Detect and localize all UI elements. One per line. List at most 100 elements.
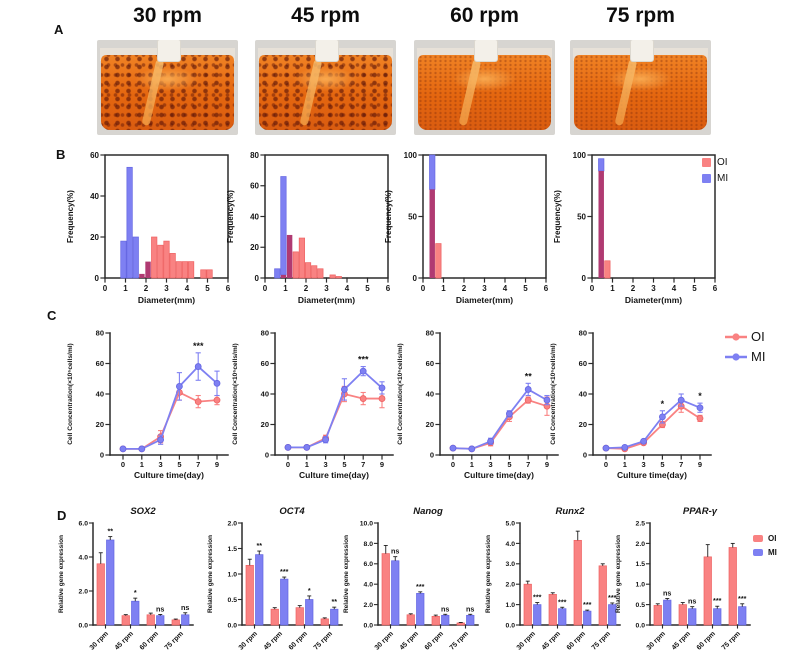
photo-title-30rpm: 30 rpm — [133, 4, 202, 27]
svg-text:2.0: 2.0 — [79, 588, 89, 595]
svg-text:0: 0 — [255, 274, 260, 283]
svg-text:2: 2 — [631, 284, 636, 293]
flask-impeller — [609, 66, 672, 92]
svg-text:60: 60 — [96, 359, 104, 368]
svg-text:0.0: 0.0 — [79, 622, 89, 629]
svg-text:Frequency(%): Frequency(%) — [553, 190, 562, 243]
oi-swatch-icon — [753, 535, 763, 542]
svg-text:Diameter(mm): Diameter(mm) — [456, 295, 513, 305]
svg-text:60 rpm: 60 rpm — [424, 630, 445, 651]
flask-impeller — [294, 66, 357, 92]
svg-text:10.0: 10.0 — [360, 520, 373, 527]
svg-text:5: 5 — [205, 284, 210, 293]
svg-text:3.0: 3.0 — [506, 561, 516, 568]
svg-text:0: 0 — [103, 284, 108, 293]
flask-cap — [157, 40, 181, 61]
svg-text:30 rpm: 30 rpm — [374, 630, 395, 651]
svg-text:40: 40 — [261, 390, 269, 399]
histogram-75rpm: 0 50 100 0 1 2 3 4 5 6 Frequency(%) Diameter(mm) — [553, 151, 718, 305]
svg-text:1.0: 1.0 — [506, 602, 516, 609]
svg-text:0: 0 — [582, 274, 587, 283]
svg-text:20: 20 — [90, 233, 99, 242]
svg-text:PPAR-γ: PPAR-γ — [683, 506, 718, 517]
svg-text:***: *** — [713, 596, 722, 605]
svg-text:2: 2 — [462, 284, 467, 293]
svg-text:**: ** — [525, 371, 533, 381]
svg-text:ns: ns — [663, 588, 671, 597]
svg-text:SOX2: SOX2 — [130, 506, 156, 517]
gene-chart-pparg: PPAR-γ 0.0 0.5 1.0 1.5 2.0 2.5 Relative gene ex… — [615, 506, 751, 652]
mi-line-marker-icon — [725, 352, 747, 361]
svg-text:40: 40 — [426, 390, 434, 399]
svg-text:45 rpm: 45 rpm — [541, 630, 562, 651]
flask-cap — [315, 40, 339, 61]
svg-text:*: * — [308, 586, 311, 595]
svg-text:1.5: 1.5 — [636, 561, 646, 568]
svg-text:Frequency(%): Frequency(%) — [66, 190, 75, 243]
gene-chart-nanog: Nanog 0.0 2.0 4.0 6.0 8.0 10.0 Relative gene ex… — [343, 506, 479, 652]
flask-photo-45rpm — [255, 40, 396, 135]
svg-text:***: *** — [583, 600, 592, 609]
svg-text:Relative gene expression: Relative gene expression — [343, 535, 350, 613]
svg-text:30 rpm: 30 rpm — [89, 630, 110, 651]
svg-text:7: 7 — [361, 460, 365, 469]
panel-a-label: A — [54, 22, 64, 37]
svg-text:***: *** — [358, 355, 369, 365]
svg-text:2.0: 2.0 — [506, 582, 516, 589]
svg-text:0: 0 — [421, 284, 426, 293]
svg-text:***: *** — [608, 593, 617, 602]
svg-text:*: * — [661, 399, 665, 409]
svg-text:***: *** — [280, 567, 289, 576]
svg-text:Culture time(day): Culture time(day) — [617, 470, 687, 480]
svg-text:20: 20 — [579, 420, 587, 429]
svg-text:20: 20 — [426, 420, 434, 429]
svg-text:1.0: 1.0 — [636, 582, 646, 589]
flask-impeller — [453, 66, 516, 92]
svg-text:**: ** — [256, 541, 262, 550]
svg-text:0: 0 — [604, 460, 608, 469]
svg-text:80: 80 — [261, 329, 269, 338]
svg-text:40: 40 — [579, 390, 587, 399]
svg-text:3: 3 — [651, 284, 656, 293]
mi-swatch-icon — [753, 549, 763, 556]
svg-text:5.0: 5.0 — [506, 520, 516, 527]
svg-text:ns: ns — [181, 603, 189, 612]
svg-text:75 rpm: 75 rpm — [313, 630, 334, 651]
svg-text:ns: ns — [156, 604, 164, 613]
svg-text:0: 0 — [265, 451, 269, 460]
svg-text:75 rpm: 75 rpm — [164, 630, 185, 651]
svg-text:*: * — [698, 391, 702, 401]
svg-text:100: 100 — [404, 151, 418, 160]
svg-text:1.0: 1.0 — [228, 571, 238, 578]
svg-text:4.0: 4.0 — [364, 582, 374, 589]
svg-text:Culture time(day): Culture time(day) — [299, 470, 369, 480]
svg-text:4.0: 4.0 — [79, 554, 89, 561]
svg-text:0: 0 — [95, 274, 100, 283]
flask-cap — [474, 40, 498, 61]
svg-text:2.5: 2.5 — [636, 520, 646, 527]
svg-text:30 rpm: 30 rpm — [516, 630, 537, 651]
oi-line-marker-icon — [725, 332, 747, 341]
svg-text:0.5: 0.5 — [636, 602, 646, 609]
svg-text:**: ** — [331, 597, 337, 606]
svg-text:60 rpm: 60 rpm — [696, 630, 717, 651]
legend-b-mi-label: MI — [717, 173, 729, 184]
legend-d-mi: MI — [753, 548, 777, 557]
svg-text:2.0: 2.0 — [228, 520, 238, 527]
svg-text:0: 0 — [590, 284, 595, 293]
svg-text:Diameter(mm): Diameter(mm) — [298, 295, 355, 305]
svg-text:Relative gene expression: Relative gene expression — [207, 535, 214, 613]
svg-text:3: 3 — [482, 284, 487, 293]
svg-text:60: 60 — [90, 151, 99, 160]
svg-text:3: 3 — [164, 284, 169, 293]
svg-text:9: 9 — [215, 460, 219, 469]
legend-d-mi-label: MI — [768, 548, 777, 557]
svg-text:60: 60 — [250, 182, 259, 191]
svg-text:1: 1 — [623, 460, 627, 469]
svg-text:6.0: 6.0 — [364, 561, 374, 568]
svg-text:Culture time(day): Culture time(day) — [464, 470, 534, 480]
gene-chart-oct4: OCT4 0.0 0.5 1.0 1.5 2.0 Relative gene express… — [207, 506, 343, 652]
growth-curve-60rpm: 0 20 40 60 80 0 1 3 5 7 9 Cell Concentration(×10⁶ce… — [397, 329, 559, 480]
flask-impeller — [136, 66, 199, 92]
photo-title-45rpm: 45 rpm — [291, 4, 360, 27]
